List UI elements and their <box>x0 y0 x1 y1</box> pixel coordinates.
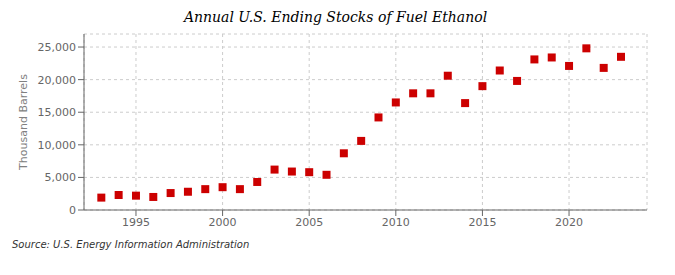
svg-text:15,000: 15,000 <box>38 106 77 119</box>
svg-text:Thousand Barrels: Thousand Barrels <box>17 74 30 171</box>
svg-text:2005: 2005 <box>295 216 323 229</box>
svg-text:25,000: 25,000 <box>38 41 77 54</box>
svg-text:2015: 2015 <box>468 216 496 229</box>
svg-text:5,000: 5,000 <box>45 171 77 184</box>
svg-text:1995: 1995 <box>122 216 150 229</box>
svg-text:20,000: 20,000 <box>38 74 77 87</box>
html-text:Source: U.S. Energy Informatio: Source: U.S. Energy Information Administ… <box>12 239 250 250</box>
svg-text:2020: 2020 <box>555 216 583 229</box>
svg-text:10,000: 10,000 <box>38 139 77 152</box>
svg-text:2010: 2010 <box>382 216 410 229</box>
svg-text:2000: 2000 <box>209 216 237 229</box>
html-text:Annual U.S. Ending Stocks of F: Annual U.S. Ending Stocks of Fuel Ethano… <box>183 9 488 25</box>
svg-text:0: 0 <box>69 204 76 217</box>
